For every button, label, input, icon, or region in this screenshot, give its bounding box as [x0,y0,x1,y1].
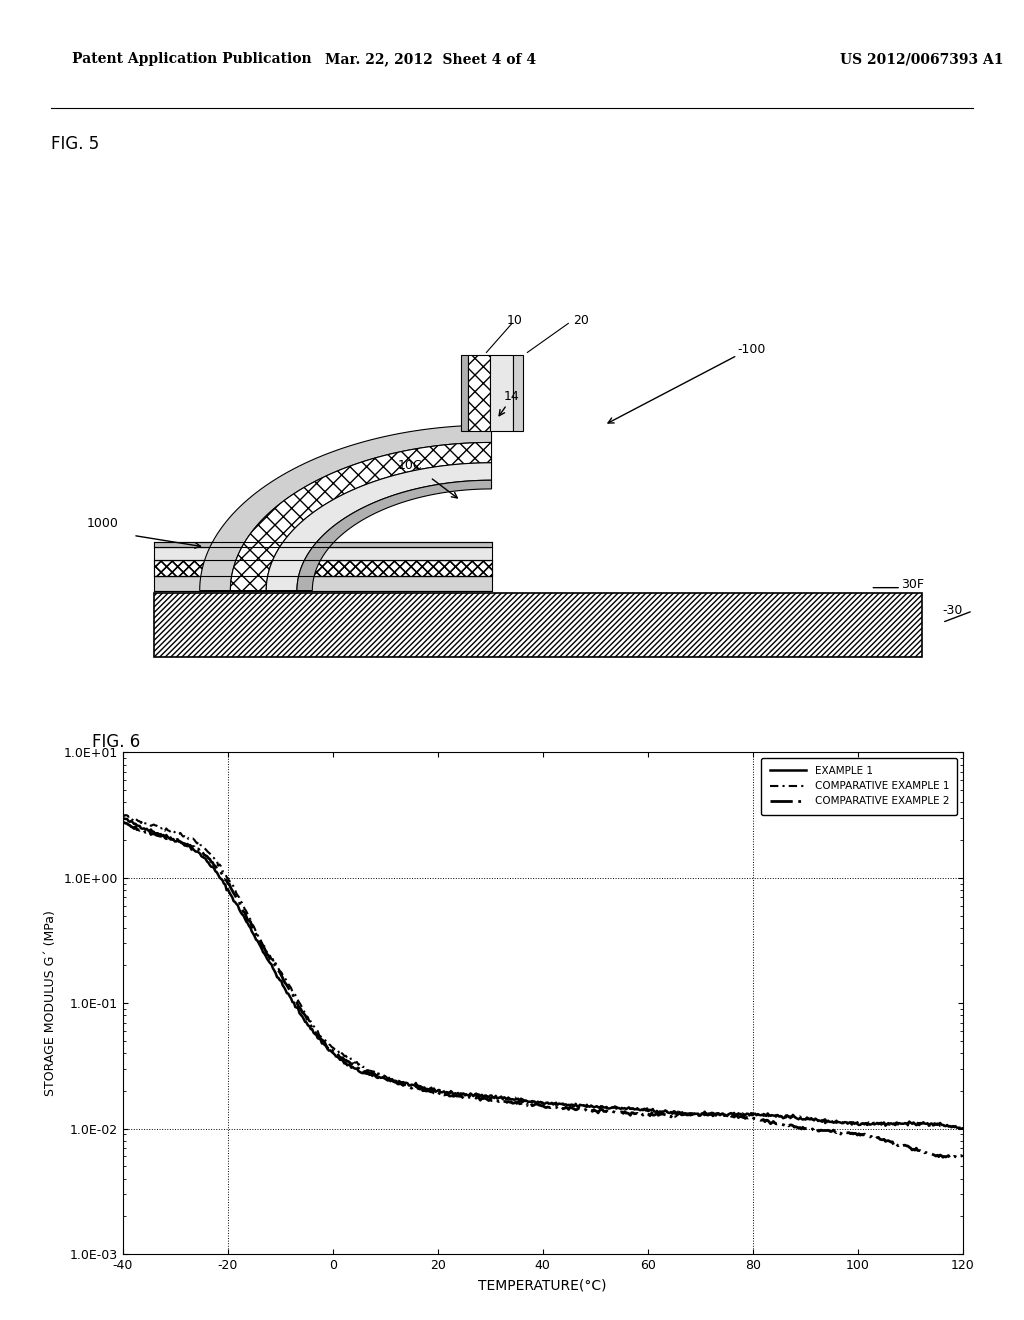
Text: 10: 10 [506,314,522,327]
Bar [154,576,492,590]
EXAMPLE 1 [611,1100,624,1115]
Polygon shape [230,442,492,590]
EXAMPLE 1 [749,1106,761,1122]
COMPARATIVE EXAMPLE 2 [944,1150,956,1166]
Bar [490,355,513,430]
COMPARATIVE EXAMPLE 2 [611,1105,624,1121]
COMPARATIVE EXAMPLE 1 [265,952,278,968]
EXAMPLE 1 [497,1092,509,1107]
Text: -100: -100 [737,343,766,356]
Bar [154,546,492,560]
COMPARATIVE EXAMPLE 1 [117,807,129,822]
COMPARATIVE EXAMPLE 1 [497,1090,509,1106]
Text: 14: 14 [504,389,520,403]
Bar [476,391,507,425]
Legend: EXAMPLE 1, COMPARATIVE EXAMPLE 1, COMPARATIVE EXAMPLE 2: EXAMPLE 1, COMPARATIVE EXAMPLE 1, COMPAR… [762,758,957,814]
Bar [154,560,492,576]
EXAMPLE 1 [265,957,278,973]
EXAMPLE 1 [117,809,129,825]
Bar [154,543,492,546]
COMPARATIVE EXAMPLE 2 [117,813,129,829]
Line: EXAMPLE 1: EXAMPLE 1 [123,817,963,1129]
Line: COMPARATIVE EXAMPLE 1: COMPARATIVE EXAMPLE 1 [123,814,963,1129]
Text: -30: -30 [942,605,963,618]
EXAMPLE 1 [953,1121,966,1137]
FancyBboxPatch shape [154,594,922,657]
Text: FIG. 6: FIG. 6 [92,733,140,751]
COMPARATIVE EXAMPLE 1 [956,1119,969,1135]
Bar [468,355,490,430]
EXAMPLE 1 [678,1107,690,1123]
Y-axis label: STORAGE MODULUS G´ (MPa): STORAGE MODULUS G´ (MPa) [44,911,56,1096]
Line: COMPARATIVE EXAMPLE 2: COMPARATIVE EXAMPLE 2 [123,821,963,1158]
Text: 10C: 10C [397,459,422,473]
Text: 30F: 30F [901,578,924,591]
Polygon shape [266,463,492,590]
Text: FIG. 5: FIG. 5 [51,135,99,153]
COMPARATIVE EXAMPLE 2 [265,953,278,969]
COMPARATIVE EXAMPLE 2 [333,1048,345,1064]
Bar [154,560,492,576]
Text: Mar. 22, 2012  Sheet 4 of 4: Mar. 22, 2012 Sheet 4 of 4 [325,53,536,66]
COMPARATIVE EXAMPLE 2 [749,1111,761,1127]
Polygon shape [200,425,492,590]
COMPARATIVE EXAMPLE 1 [678,1105,690,1121]
Bar [461,355,468,430]
COMPARATIVE EXAMPLE 1 [749,1106,761,1122]
EXAMPLE 1 [333,1051,345,1067]
Text: 1000: 1000 [86,517,119,531]
Bar [468,355,490,430]
Text: 20: 20 [573,314,590,327]
EXAMPLE 1 [956,1121,969,1137]
X-axis label: TEMPERATURE(°C): TEMPERATURE(°C) [478,1279,607,1292]
Polygon shape [297,480,492,590]
Text: Patent Application Publication: Patent Application Publication [72,53,311,66]
COMPARATIVE EXAMPLE 1 [611,1098,624,1114]
COMPARATIVE EXAMPLE 1 [333,1044,345,1060]
Bar [513,355,523,430]
COMPARATIVE EXAMPLE 2 [497,1094,509,1110]
COMPARATIVE EXAMPLE 2 [678,1106,690,1122]
COMPARATIVE EXAMPLE 1 [949,1121,962,1137]
COMPARATIVE EXAMPLE 2 [956,1148,969,1164]
Text: US 2012/0067393 A1: US 2012/0067393 A1 [840,53,1004,66]
